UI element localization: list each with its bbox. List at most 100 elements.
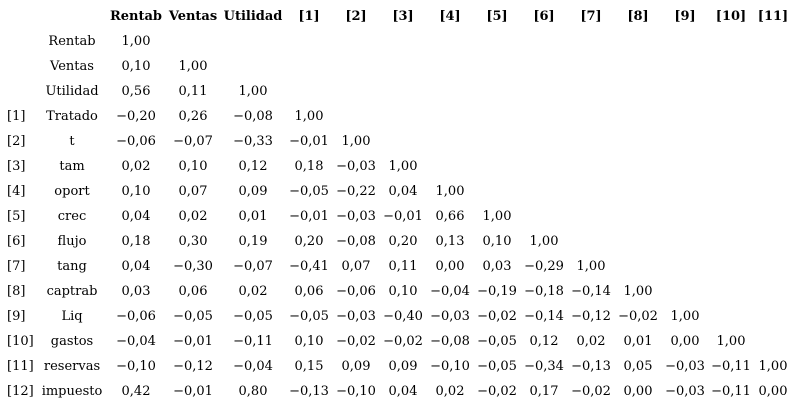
cell: −0,03: [336, 159, 376, 174]
cell: −0,10: [430, 359, 470, 374]
cell: −0,02: [383, 334, 423, 349]
cell: −0,11: [711, 359, 751, 374]
cell: −0,07: [233, 259, 273, 274]
row-label: Rentab: [48, 34, 96, 49]
cell: −0,05: [233, 309, 273, 324]
column-header: [8]: [627, 9, 649, 24]
cell: 1,00: [238, 84, 268, 99]
cell: −0,04: [116, 334, 156, 349]
cell: −0,10: [116, 359, 156, 374]
cell: −0,12: [173, 359, 213, 374]
cell: 0,09: [341, 359, 371, 374]
cell: −0,13: [571, 359, 611, 374]
cell: 0,18: [294, 159, 324, 174]
cell: 1,00: [758, 359, 788, 374]
column-header: [2]: [345, 9, 367, 24]
row-index: [3]: [7, 159, 26, 174]
cell: −0,02: [618, 309, 658, 324]
cell: −0,02: [477, 384, 517, 399]
cell: 0,30: [178, 234, 208, 249]
row-label: flujo: [57, 234, 87, 249]
column-header: Ventas: [168, 9, 218, 24]
cell: 0,17: [529, 384, 559, 399]
column-header: [3]: [392, 9, 414, 24]
row-index: [4]: [7, 184, 26, 199]
cell: −0,11: [233, 334, 273, 349]
column-header: [4]: [439, 9, 461, 24]
cell: 0,00: [623, 384, 653, 399]
cell: 0,19: [238, 234, 268, 249]
cell: 0,42: [121, 384, 151, 399]
cell: 0,03: [121, 284, 151, 299]
cell: 0,03: [482, 259, 512, 274]
cell: 0,02: [121, 159, 151, 174]
cell: −0,01: [289, 134, 329, 149]
cell: 0,01: [238, 209, 268, 224]
cell: −0,30: [173, 259, 213, 274]
cell: −0,14: [571, 284, 611, 299]
cell: 1,00: [670, 309, 700, 324]
cell: 0,04: [121, 259, 151, 274]
cell: −0,18: [524, 284, 564, 299]
column-header: [6]: [533, 9, 555, 24]
cell: 1,00: [529, 234, 559, 249]
cell: 0,10: [178, 159, 208, 174]
cell: 0,07: [178, 184, 208, 199]
cell: −0,41: [289, 259, 329, 274]
row-label: Tratado: [46, 109, 98, 124]
cell: −0,06: [336, 284, 376, 299]
column-header: [1]: [298, 9, 320, 24]
cell: −0,07: [173, 134, 213, 149]
cell: 0,04: [388, 184, 418, 199]
cell: −0,34: [524, 359, 564, 374]
row-label: Liq: [61, 309, 83, 324]
cell: −0,06: [116, 309, 156, 324]
cell: −0,04: [233, 359, 273, 374]
row-index: [1]: [7, 109, 26, 124]
cell: −0,08: [336, 234, 376, 249]
cell: 0,11: [388, 259, 418, 274]
cell: 1,00: [435, 184, 465, 199]
cell: −0,19: [477, 284, 517, 299]
cell: 0,80: [238, 384, 268, 399]
cell: 0,26: [178, 109, 208, 124]
cell: −0,01: [173, 384, 213, 399]
cell: −0,05: [289, 184, 329, 199]
cell: 0,20: [294, 234, 324, 249]
cell: −0,03: [336, 209, 376, 224]
cell: 0,18: [121, 234, 151, 249]
cell: 0,00: [670, 334, 700, 349]
cell: 0,00: [435, 259, 465, 274]
row-label: gastos: [50, 334, 94, 349]
row-index: [2]: [7, 134, 26, 149]
cell: 1,00: [716, 334, 746, 349]
cell: −0,13: [289, 384, 329, 399]
cell: 0,10: [482, 234, 512, 249]
cell: 1,00: [482, 209, 512, 224]
cell: 0,05: [623, 359, 653, 374]
cell: −0,03: [336, 309, 376, 324]
cell: −0,02: [571, 384, 611, 399]
column-header: [5]: [486, 9, 508, 24]
cell: 0,00: [758, 384, 788, 399]
cell: −0,05: [477, 359, 517, 374]
row-label: tang: [57, 259, 87, 274]
cell: 1,00: [178, 59, 208, 74]
cell: 1,00: [294, 109, 324, 124]
cell: −0,08: [430, 334, 470, 349]
cell: 0,12: [529, 334, 559, 349]
cell: −0,01: [289, 209, 329, 224]
cell: 0,06: [294, 284, 324, 299]
cell: 0,10: [388, 284, 418, 299]
row-label: captrab: [46, 284, 98, 299]
row-index: [10]: [7, 334, 34, 349]
cell: 1,00: [576, 259, 606, 274]
cell: 0,04: [121, 209, 151, 224]
cell: 0,15: [294, 359, 324, 374]
cell: 0,20: [388, 234, 418, 249]
row-index: [5]: [7, 209, 26, 224]
column-header: Rentab: [109, 9, 163, 24]
cell: −0,04: [430, 284, 470, 299]
row-index: [11]: [7, 359, 34, 374]
cell: 1,00: [623, 284, 653, 299]
